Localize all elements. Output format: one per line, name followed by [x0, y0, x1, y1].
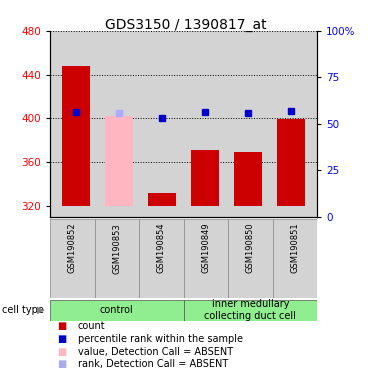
Text: GSM190851: GSM190851 — [290, 223, 299, 273]
Bar — [234, 152, 262, 206]
Text: count: count — [78, 321, 105, 331]
Bar — [228, 219, 273, 298]
Bar — [277, 119, 305, 206]
Text: GSM190852: GSM190852 — [68, 223, 77, 273]
Text: ■: ■ — [58, 359, 67, 369]
Bar — [62, 66, 90, 206]
Bar — [184, 219, 228, 298]
Bar — [148, 193, 176, 206]
Text: GSM190854: GSM190854 — [157, 223, 166, 273]
Text: ▶: ▶ — [37, 305, 45, 315]
Text: percentile rank within the sample: percentile rank within the sample — [78, 334, 243, 344]
Bar — [95, 219, 139, 298]
Text: inner medullary
collecting duct cell: inner medullary collecting duct cell — [204, 299, 296, 321]
Bar — [105, 116, 133, 206]
Text: ■: ■ — [58, 347, 67, 357]
Text: cell type: cell type — [2, 305, 44, 315]
Bar — [50, 300, 184, 321]
Text: GDS3150 / 1390817_at: GDS3150 / 1390817_at — [105, 18, 266, 32]
Bar — [139, 219, 184, 298]
Bar — [184, 300, 317, 321]
Bar — [273, 219, 317, 298]
Text: control: control — [100, 305, 134, 315]
Text: value, Detection Call = ABSENT: value, Detection Call = ABSENT — [78, 347, 233, 357]
Bar — [191, 150, 219, 206]
Text: ■: ■ — [58, 334, 67, 344]
Text: GSM190850: GSM190850 — [246, 223, 255, 273]
Text: rank, Detection Call = ABSENT: rank, Detection Call = ABSENT — [78, 359, 228, 369]
Text: GSM190849: GSM190849 — [201, 223, 210, 273]
Text: GSM190853: GSM190853 — [112, 223, 121, 273]
Bar — [50, 219, 95, 298]
Text: ■: ■ — [58, 321, 67, 331]
